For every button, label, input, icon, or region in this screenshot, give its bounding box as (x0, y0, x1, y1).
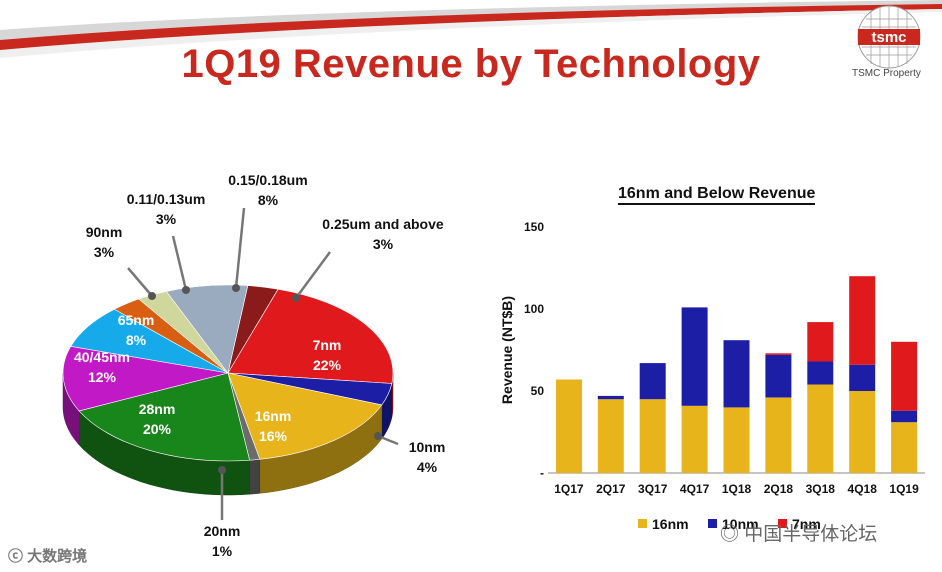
x-tick-4Q17: 4Q17 (680, 482, 710, 496)
y-tick--: - (540, 466, 544, 480)
leader-dot-10nm (374, 432, 382, 440)
pie-pct-10nm: 4% (417, 459, 438, 475)
legend-swatch-7nm (778, 519, 787, 528)
leader-line-0.25um and above (294, 251, 332, 299)
pie-side-20nm (249, 458, 261, 495)
leader-dot-0.25um and above (292, 294, 300, 302)
bar-7nm-4Q18 (849, 276, 876, 365)
pie-slice-16nm (227, 372, 383, 460)
x-tick-3Q18: 3Q18 (806, 482, 836, 496)
pie-slice-40/45nm (62, 345, 229, 412)
pie-label-10nm: 10nm (409, 439, 446, 455)
pie-label-90nm: 90nm (86, 224, 123, 240)
x-tick-2Q17: 2Q17 (596, 482, 626, 496)
bar-10nm-3Q18 (807, 361, 834, 385)
y-tick-150: 150 (524, 220, 544, 234)
bar-10nm-2Q17 (597, 395, 624, 400)
bar-10nm-3Q17 (639, 363, 666, 400)
pie-pct-0.25um and above: 3% (373, 236, 394, 252)
pie-label-0.11/0.13um: 0.11/0.13um (127, 191, 206, 207)
pie-label-0.25um and above: 0.25um and above (322, 216, 444, 232)
legend-label-16nm: 16nm (652, 516, 689, 532)
pie-pct-65nm: 8% (126, 332, 147, 348)
y-tick-100: 100 (524, 302, 544, 316)
bar-chart-title: 16nm and Below Revenue (618, 184, 816, 205)
bar-10nm-4Q17 (681, 307, 708, 406)
bar-16nm-4Q17 (681, 405, 708, 473)
bar-7nm-1Q19 (891, 341, 918, 411)
bar-7nm-2Q18 (765, 353, 792, 355)
pie-label-0.15/0.18um: 0.15/0.18um (228, 172, 307, 188)
bar-16nm-1Q17 (556, 379, 582, 473)
y-tick-50: 50 (531, 384, 545, 398)
watermark-left: ⓒ 大数跨境 (8, 548, 88, 565)
leader-dot-20nm (218, 466, 226, 474)
y-axis-label: Revenue (NT$B) (499, 296, 515, 404)
pie-pct-16nm: 16% (259, 428, 288, 444)
bar-10nm-4Q18 (849, 364, 876, 391)
legend-label-7nm: 7nm (792, 516, 821, 532)
pie-pct-28nm: 20% (143, 421, 172, 437)
bar-16nm-2Q17 (597, 399, 624, 473)
x-tick-1Q18: 1Q18 (722, 482, 752, 496)
legend-swatch-10nm (708, 519, 717, 528)
revenue-bar-chart: Revenue (NT$B) - 50 100 150 1Q17 2Q17 3Q17 4Q17 1… (499, 220, 925, 532)
bar-16nm-3Q17 (639, 399, 666, 473)
watermark-right: ◎ 中国半导体论坛 (720, 524, 878, 545)
x-tick-1Q19: 1Q19 (889, 482, 919, 496)
wechat-icon: ◎ (720, 524, 745, 545)
leader-line-90nm (127, 267, 153, 297)
pie-label-65nm: 65nm (118, 312, 155, 328)
technology-pie-chart: 0.25um and above 3% 7nm 22% 10nm 4% 16nm 16% 20n… (62, 172, 446, 559)
legend-swatch-16nm (638, 519, 647, 528)
pie-pct-0.11/0.13um: 3% (156, 211, 177, 227)
pie-label-40/45nm: 40/45nm (74, 349, 130, 365)
pie-slice-28nm (78, 372, 250, 462)
header-banner (0, 0, 942, 58)
pie-pct-90nm: 3% (94, 244, 115, 260)
pie-slice-0.15/0.18um (165, 284, 249, 374)
bar-16nm-1Q18 (723, 407, 750, 473)
bar-16nm-3Q18 (807, 384, 834, 473)
pie-pct-7nm: 22% (313, 357, 342, 373)
bar-10nm-2Q18 (765, 354, 792, 398)
pie-pct-20nm: 1% (212, 543, 233, 559)
leader-dot-90nm (148, 292, 156, 300)
pie-label-7nm: 7nm (313, 337, 342, 353)
bar-7nm-3Q18 (807, 322, 834, 362)
pie-pct-40/45nm: 12% (88, 369, 117, 385)
x-tick-4Q18: 4Q18 (848, 482, 878, 496)
bar-16nm-4Q18 (849, 391, 876, 473)
pie-label-16nm: 16nm (255, 408, 292, 424)
logo-text: tsmc (871, 29, 906, 46)
bar-10nm-1Q19 (891, 410, 918, 423)
leader-line-0.11/0.13um (171, 235, 188, 291)
logo-caption: TSMC Property (852, 68, 921, 79)
legend-label-10nm: 10nm (722, 516, 759, 532)
bar-16nm-1Q19 (891, 422, 918, 473)
pie-label-20nm: 20nm (204, 523, 241, 539)
tsmc-logo: tsmc (857, 5, 921, 69)
leader-line-0.15/0.18um (234, 207, 246, 289)
x-tick-1Q17: 1Q17 (554, 482, 584, 496)
x-tick-2Q18: 2Q18 (764, 482, 794, 496)
x-tick-3Q17: 3Q17 (638, 482, 668, 496)
page-title: 1Q19 Revenue by Technology (181, 42, 761, 86)
pie-pct-0.15/0.18um: 8% (258, 192, 279, 208)
leader-dot-0.15/0.18um (232, 284, 240, 292)
bar-10nm-1Q18 (723, 340, 750, 408)
bar-16nm-2Q18 (765, 397, 792, 473)
pie-label-28nm: 28nm (139, 401, 176, 417)
leader-dot-0.11/0.13um (182, 286, 190, 294)
